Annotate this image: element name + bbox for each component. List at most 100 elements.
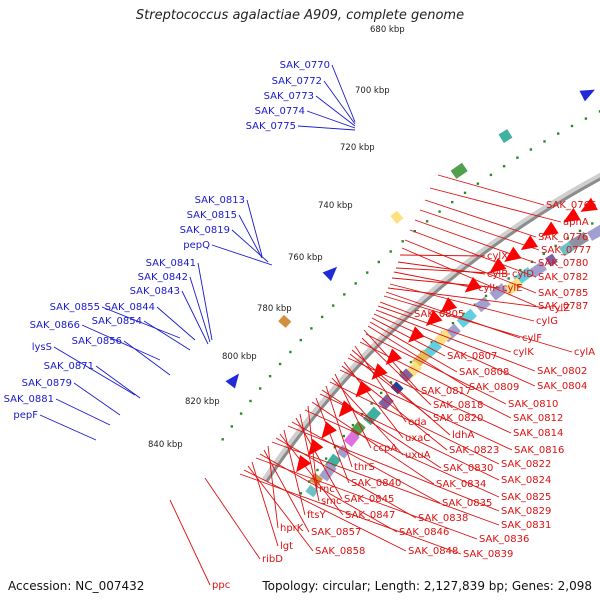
callout-line [373,313,536,387]
gene-label: SAK_0820 [433,413,483,424]
callout-line [287,425,500,512]
tick-dot [557,132,560,135]
callout-line [156,306,196,341]
gene-label: SAK_0810 [508,399,558,410]
forward-gene-arrow [371,363,388,380]
forward-gene-arrow [563,207,581,223]
tick-label: 800 kbp [222,352,257,362]
gene-label: SAK_0866 [30,320,80,331]
callout-line [143,320,191,351]
callout-line [55,398,111,426]
gene-label: uxaC [405,433,430,444]
gene-label: SAK_0775 [246,121,296,132]
category-block [278,314,292,328]
callout-line [351,349,451,436]
tick-dot [584,117,588,120]
gene-label: SAK_0847 [345,510,395,521]
tick-dot [430,341,433,344]
tick-dot [299,492,303,495]
gene-label: cylA [574,347,595,358]
tick-labels: 680 kbp 700 kbp 720 kbp 740 kbp 760 kbp 780 k… [148,25,405,450]
callout-line [395,267,511,275]
gene-features [225,89,600,498]
gene-label: SAK_0838 [418,513,468,524]
tick-label: 680 kbp [370,25,405,35]
gene-label: SAK_0879 [22,378,72,389]
category-block [498,129,513,143]
gene-label: SAK_0854 [92,316,142,327]
tick-dot [463,191,467,194]
callout-line [401,247,537,307]
callout-line [247,465,314,552]
gene-label: cylK [513,347,534,358]
gene-label: SAK_0782 [538,272,588,283]
callout-line [389,283,535,322]
gene-label: cylE [502,283,523,294]
tick-dot [354,282,357,285]
tick-dot [566,237,569,240]
gene-label: SAK_0824 [501,475,551,486]
forward-gene-arrow [580,197,598,212]
tick-dot [366,271,369,274]
category-block [390,381,404,395]
tick-dot [473,303,477,306]
callout-line [369,321,458,373]
tick-dot [351,423,355,427]
forward-gene-arrow [489,257,507,273]
callout-line [311,401,435,485]
tick-dot [259,387,262,390]
callout-line [95,365,141,399]
gene-label: SAK_0777 [541,245,591,256]
tick-dot [278,362,282,366]
tick-dot [507,277,510,280]
callout-line [189,276,211,343]
callout-line [101,306,181,339]
tick-dot [554,244,557,248]
callout-line [323,80,356,125]
callout-line [393,271,477,289]
callout-line [437,174,545,206]
gene-label: cylX [487,251,508,262]
forward-gene-arrow [541,221,559,237]
tick-dot [370,402,373,405]
gene-label: SAK_0831 [501,520,551,531]
callout-line [239,473,462,555]
gene-label: cylG [536,316,558,327]
callout-line [204,477,261,560]
category-block [450,162,468,179]
gene-label: SAK_0818 [433,400,483,411]
gene-label: SAK_0856 [72,336,122,347]
callout-line [231,229,269,263]
tick-dot [425,220,429,223]
callout-line [371,317,446,357]
callout-line [414,219,537,264]
gene-label: SAK_0841 [146,258,196,269]
callout-line [379,301,413,315]
gene-label: SAK_0809 [469,382,519,393]
gene-label: smc [321,496,341,507]
gene-label: SAK_0813 [195,195,245,206]
callout-line [359,341,512,419]
forward-gene-arrow [321,421,337,439]
category-block [489,283,508,301]
callout-line [255,457,478,540]
callout-line [297,125,356,131]
callout-line [197,262,213,341]
gene-label: ribD [262,554,283,565]
reverse-gene-arrow [579,89,595,102]
gene-label: SAK_0846 [399,527,449,538]
callout-line [363,329,420,392]
callout-line [181,290,209,345]
gene-label: SAK_0774 [255,106,305,117]
gene-label: SAK_0829 [501,506,551,517]
gene-label: SAK_0819 [180,225,230,236]
gene-label: SAK_0815 [187,210,237,221]
tick-dot [299,338,302,342]
tick-dot [249,399,252,403]
gene-label: SAK_0855 [50,302,100,313]
tick-dot [321,315,324,319]
gene-label: cylZ [549,303,570,314]
gene-label: pepF [13,410,38,421]
callout-line [211,244,273,266]
tick-dot [543,140,546,143]
